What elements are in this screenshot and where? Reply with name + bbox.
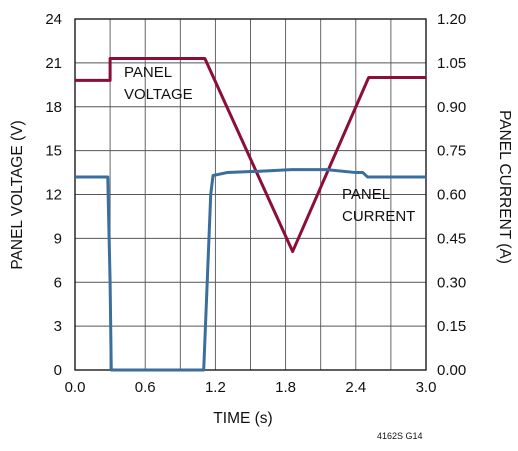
y2-axis-title: PANEL CURRENT (A): [496, 110, 513, 264]
y-tick-label: 9: [54, 230, 62, 247]
series-line-panel-current: [75, 168, 426, 372]
y2-tick-label: 1.20: [437, 11, 466, 28]
y-tick-label: 21: [45, 55, 62, 72]
annotation-panel-voltage-line1: PANEL: [124, 64, 172, 81]
x-tick-label: 3.0: [416, 379, 437, 396]
y2-tick-label: 0.00: [437, 362, 466, 379]
y-tick-label: 12: [45, 187, 62, 204]
x-tick-label: 2.4: [345, 379, 366, 396]
annotation-panel-current-line2: CURRENT: [342, 208, 415, 225]
x-tick-label: 0.0: [65, 379, 86, 396]
annotation-panel-current-line1: PANEL: [342, 186, 390, 203]
y2-tick-label: 0.90: [437, 99, 466, 116]
figure-tag: 4162S G14: [377, 431, 423, 441]
y-tick-label: 0: [54, 362, 62, 379]
y2-tick-label: 0.60: [437, 187, 466, 204]
y-tick-label: 15: [45, 143, 62, 160]
x-tick-label: 0.6: [135, 379, 156, 396]
x-tick-labels: 0.0 0.6 1.2 1.8 2.4 3.0: [65, 379, 437, 396]
y-tick-label: 3: [54, 318, 62, 335]
series-layer: [75, 56, 426, 372]
y-tick-label: 24: [45, 11, 62, 28]
y2-tick-label: 0.15: [437, 318, 466, 335]
y-tick-label: 18: [45, 99, 62, 116]
y-tick-label: 6: [54, 274, 62, 291]
y-tick-labels: 0 3 6 9 12 15 18 21 24: [45, 11, 62, 379]
y2-tick-labels: 0.00 0.15 0.30 0.45 0.60 0.75 0.90 1.05 1.20: [437, 11, 466, 379]
annotation-panel-voltage-line2: VOLTAGE: [124, 86, 193, 103]
x-axis-title: TIME (s): [213, 410, 272, 427]
y-axis-title: PANEL VOLTAGE (V): [9, 120, 26, 269]
series-line-panel-voltage: [75, 56, 426, 254]
x-tick-label: 1.2: [205, 379, 226, 396]
y2-tick-label: 0.75: [437, 143, 466, 160]
y2-tick-label: 0.30: [437, 274, 466, 291]
y2-tick-label: 0.45: [437, 230, 466, 247]
x-tick-label: 1.8: [275, 379, 296, 396]
plot-frame: [74, 18, 427, 371]
y2-tick-label: 1.05: [437, 55, 466, 72]
